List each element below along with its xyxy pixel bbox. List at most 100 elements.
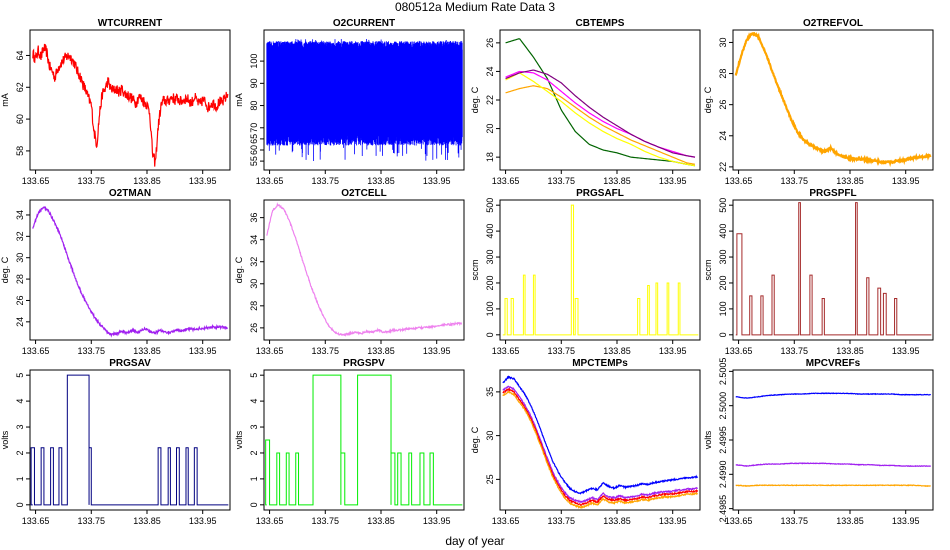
series-line-o2trefvol-0 xyxy=(734,31,932,168)
x-tick-label: 133.95 xyxy=(423,516,451,526)
y-tick-label: 2.4995 xyxy=(718,426,728,454)
y-axis-label: deg. C xyxy=(0,256,10,283)
y-tick-label: 2.5000 xyxy=(718,392,728,420)
y-tick-label: 5 xyxy=(15,373,25,378)
plot-frame xyxy=(732,369,934,511)
plot-area xyxy=(735,202,932,336)
plot-area xyxy=(734,31,932,168)
series-line-cbtemps-4 xyxy=(505,69,696,158)
panel-mpctemps: MPCTEMPs 133.65 133.75 133.85 133.95 25 30 35 de… xyxy=(470,358,701,526)
y-tick-label: 2 xyxy=(249,450,259,455)
panel-title: O2TMAN xyxy=(109,188,151,199)
series-line-mpctemps-2 xyxy=(502,387,699,506)
x-tick-label: 133.95 xyxy=(189,176,217,186)
panel-prgspv: PRGSPV 133.65 133.75 133.85 133.95 0 1 2 3 4 5 volt… xyxy=(234,358,465,526)
y-tick-label: 3 xyxy=(249,425,259,430)
x-tick-label: 133.95 xyxy=(189,346,217,356)
series-line-mpcvrefs-2 xyxy=(735,484,931,488)
y-axis-label: deg. C xyxy=(703,86,713,113)
y-tick-label: 100 xyxy=(718,301,728,316)
x-tick-label: 133.65 xyxy=(725,346,753,356)
series-line-prgsav xyxy=(30,374,229,506)
y-tick-label: 30 xyxy=(485,431,495,441)
x-tick-label: 133.75 xyxy=(548,346,576,356)
plot-area xyxy=(266,38,463,162)
panel-title: O2TCELL xyxy=(341,188,387,199)
x-tick-label: 133.85 xyxy=(133,176,161,186)
plot-area xyxy=(502,375,699,510)
x-tick-label: 133.75 xyxy=(78,346,106,356)
series-line-prgsafl xyxy=(502,204,699,336)
y-tick-label: 300 xyxy=(485,250,495,265)
y-tick-label: 400 xyxy=(485,224,495,239)
y-tick-label: 90 xyxy=(249,78,259,88)
plot-frame xyxy=(263,199,465,341)
y-tick-label: 24 xyxy=(485,66,495,76)
x-tick-label: 133.65 xyxy=(256,516,284,526)
series-line-mpctemps-1 xyxy=(502,385,698,504)
x-tick-label: 133.95 xyxy=(189,516,217,526)
panel-title: O2CURRENT xyxy=(333,18,395,29)
y-tick-label: 28 xyxy=(718,69,728,79)
x-tick-label: 133.85 xyxy=(367,176,395,186)
y-tick-label: 0 xyxy=(15,502,25,507)
y-tick-label: 30 xyxy=(718,37,728,47)
panel-title: PRGSPV xyxy=(343,358,385,369)
figure-title: 080512a Medium Rate Data 3 xyxy=(395,0,555,14)
plot-area xyxy=(30,374,229,506)
panel-wtcurrent: WTCURRENT 133.65 133.75 133.85 133.95 58 60 62 6… xyxy=(0,18,231,186)
x-axis-label: day of year xyxy=(445,534,504,548)
x-tick-label: 133.65 xyxy=(256,346,284,356)
y-tick-label: 30 xyxy=(15,253,25,263)
x-tick-label: 133.65 xyxy=(492,176,520,186)
y-tick-label: 20 xyxy=(485,124,495,134)
x-tick-label: 133.65 xyxy=(725,516,753,526)
y-tick-label: 0 xyxy=(718,332,728,337)
y-tick-label: 5 xyxy=(249,373,259,378)
x-tick-label: 133.95 xyxy=(423,176,451,186)
plot-frame xyxy=(499,199,701,341)
plot-frame xyxy=(29,369,231,511)
x-tick-label: 133.65 xyxy=(492,516,520,526)
series-line-cbtemps-3 xyxy=(505,70,696,158)
x-tick-label: 133.65 xyxy=(256,176,284,186)
y-tick-label: 3 xyxy=(15,425,25,430)
y-tick-label: 24 xyxy=(15,317,25,327)
y-tick-label: 26 xyxy=(15,295,25,305)
plot-frame xyxy=(263,29,465,171)
panel-cbtemps: CBTEMPS 133.65 133.75 133.85 133.95 18 20 22 24 2… xyxy=(470,18,701,186)
panel-title: CBTEMPS xyxy=(576,18,625,29)
panel-prgspfl: PRGSPFL 133.65 133.75 133.85 133.95 0 100 200 30… xyxy=(703,188,934,356)
y-tick-label: 80 xyxy=(249,101,259,111)
panel-title: PRGSPFL xyxy=(809,188,856,199)
y-tick-label: 60 xyxy=(15,114,25,124)
plot-area xyxy=(265,374,463,506)
panel-o2tcell: O2TCELL 133.65 133.75 133.85 133.95 26 28 30 32 3… xyxy=(234,188,465,356)
series-line-wtcurrent-0 xyxy=(32,43,229,167)
panel-title: O2TREFVOL xyxy=(803,18,863,29)
y-tick-label: 100 xyxy=(485,301,495,316)
y-tick-label: 64 xyxy=(15,50,25,60)
y-axis-label: mA xyxy=(234,93,244,107)
y-tick-label: 200 xyxy=(485,275,495,290)
panel-o2current: O2CURRENT 133.65 133.75 133.85 133.95 5560657… xyxy=(234,18,465,186)
x-tick-label: 133.75 xyxy=(548,516,576,526)
y-tick-label: 30 xyxy=(249,279,259,289)
plot-area xyxy=(32,206,228,338)
panel-mpcvrefs: MPCVREFs 133.65 133.75 133.85 133.95 2.4985 2.… xyxy=(703,358,934,526)
plot-frame xyxy=(29,29,231,171)
y-tick-label: 2.4990 xyxy=(718,461,728,489)
x-tick-label: 133.85 xyxy=(836,516,864,526)
x-tick-label: 133.75 xyxy=(781,176,809,186)
x-tick-label: 133.85 xyxy=(836,176,864,186)
panel-title: PRGSAFL xyxy=(576,188,624,199)
x-tick-label: 133.95 xyxy=(423,346,451,356)
series-line-cbtemps-1 xyxy=(505,85,696,165)
series-line-o2current xyxy=(266,38,463,162)
x-tick-label: 133.95 xyxy=(892,176,920,186)
y-axis-label: mA xyxy=(0,93,10,107)
y-axis-label: deg. C xyxy=(470,86,480,113)
x-tick-label: 133.95 xyxy=(892,516,920,526)
y-tick-label: 0 xyxy=(249,502,259,507)
y-tick-label: 200 xyxy=(718,275,728,290)
